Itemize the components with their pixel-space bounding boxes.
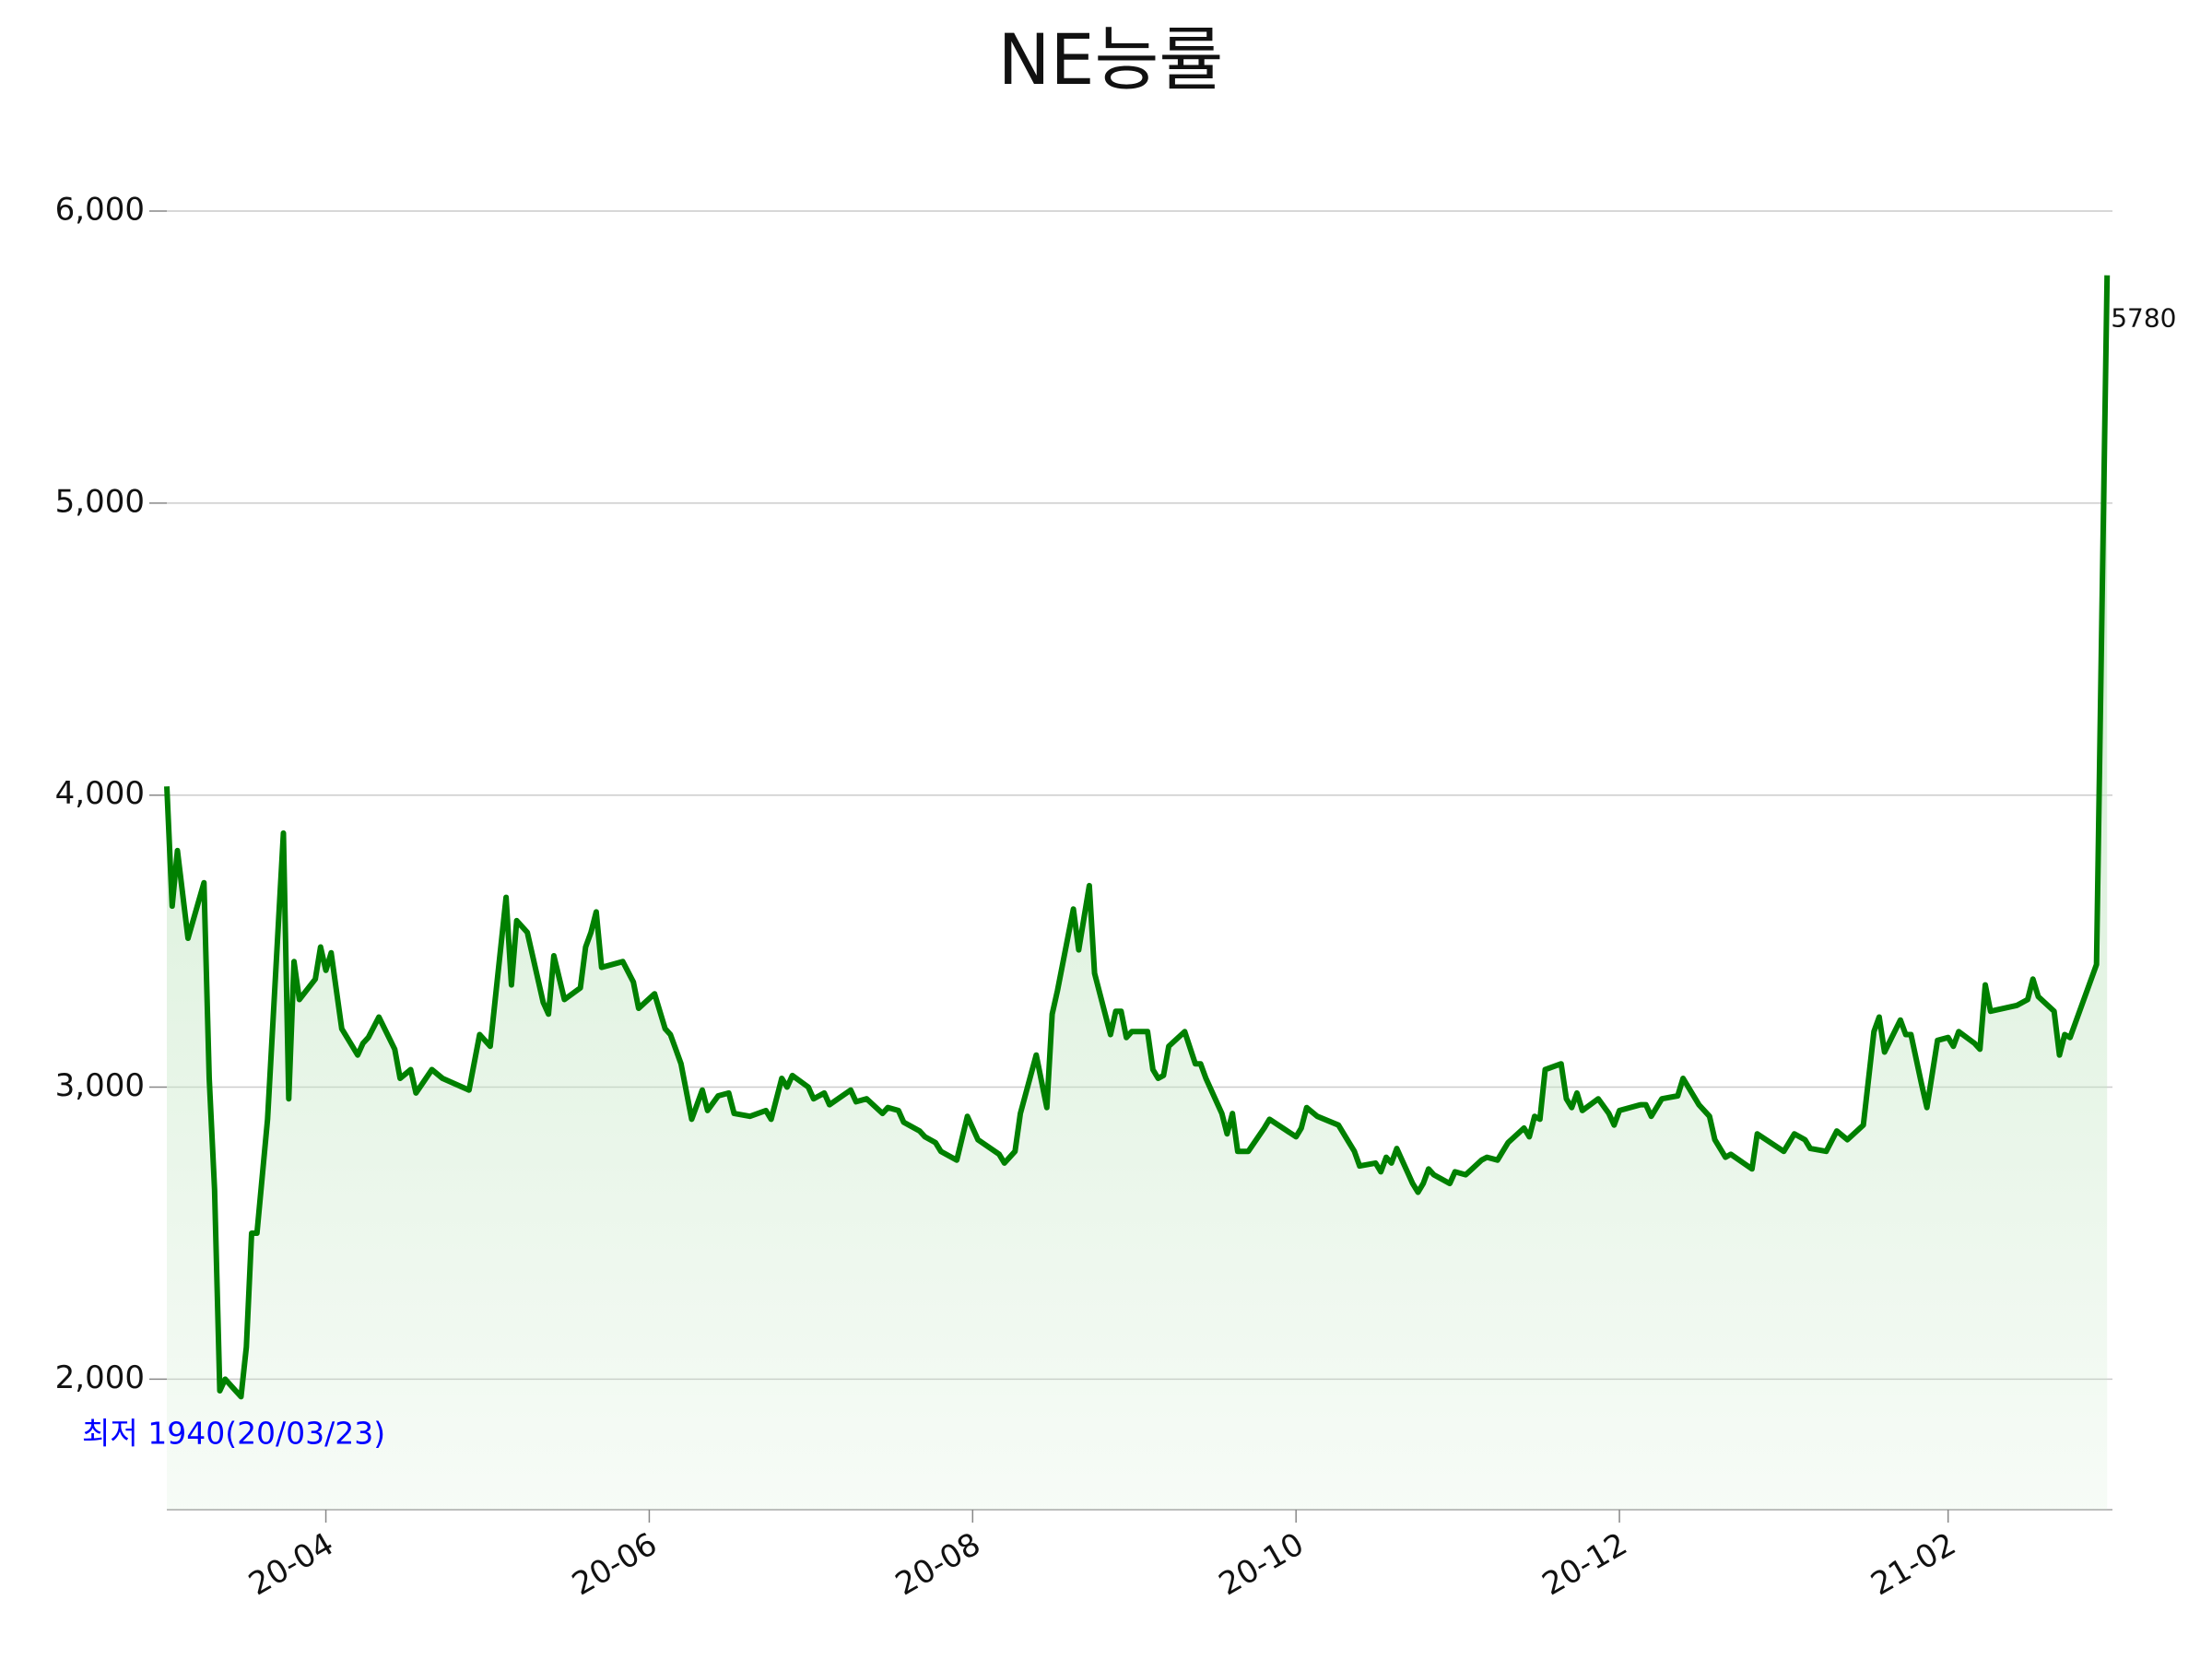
x-tick-label: 20-08 — [889, 1525, 987, 1603]
min-label: 최저 1940(20/03/23) — [82, 1416, 385, 1452]
x-tick-label: 20-12 — [1536, 1525, 1634, 1603]
max-label: 5780 — [2111, 303, 2176, 334]
price-line — [164, 275, 2111, 1400]
y-tick-label: 5,000 — [55, 483, 145, 520]
y-tick-label: 2,000 — [55, 1359, 145, 1396]
chart-title: NE능률 — [998, 18, 1224, 100]
x-tick-label: 20-04 — [242, 1525, 340, 1603]
area — [167, 275, 2108, 1511]
y-tick-label: 6,000 — [55, 192, 145, 229]
x-tick-label: 20-06 — [566, 1525, 664, 1603]
x-tick-label: 21-02 — [1865, 1525, 1962, 1603]
x-tick-label: 20-10 — [1213, 1525, 1311, 1603]
y-tick-label: 4,000 — [55, 775, 145, 812]
y-tick-label: 3,000 — [55, 1067, 145, 1104]
